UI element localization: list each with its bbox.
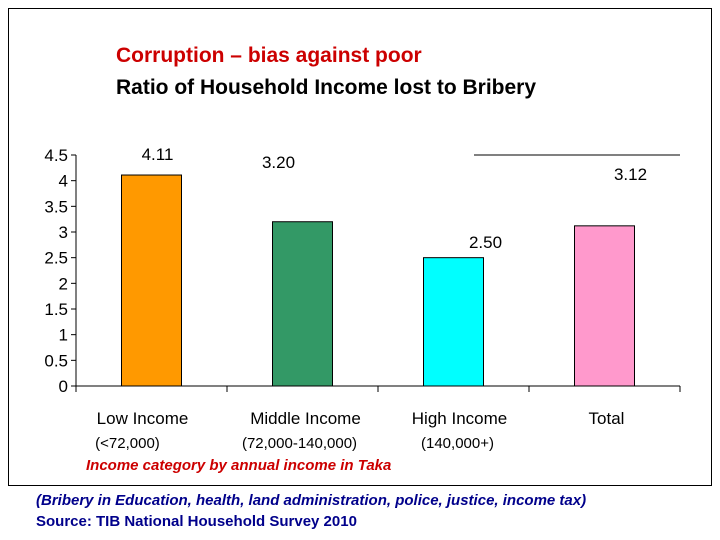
y-tick-label: 2.5 xyxy=(44,249,68,268)
y-tick-label: 0.5 xyxy=(44,351,68,370)
y-tick-label: 4 xyxy=(59,172,68,191)
category-label: Low Income xyxy=(97,409,189,428)
chart-title: Corruption – bias against poor xyxy=(116,44,422,67)
bar xyxy=(272,221,333,387)
category-subtitle: (72,000-140,000) xyxy=(242,435,357,452)
data-label: 3.12 xyxy=(614,165,647,184)
source-note: Source: TIB National Household Survey 20… xyxy=(36,513,357,530)
category-label: Middle Income xyxy=(250,409,361,428)
category-subtitle: (140,000+) xyxy=(421,435,494,452)
y-tick-label: 1.5 xyxy=(44,300,68,319)
y-tick-label: 3.5 xyxy=(44,197,68,216)
footnote: (Bribery in Education, health, land admi… xyxy=(36,492,587,509)
category-label: High Income xyxy=(412,409,507,428)
category-subtitle: (<72,000) xyxy=(95,435,160,452)
y-tick-label: 0 xyxy=(59,377,68,396)
y-tick-label: 4.5 xyxy=(44,146,68,165)
y-tick-label: 3 xyxy=(59,223,68,242)
data-label: 2.50 xyxy=(469,233,502,252)
data-label: 3.20 xyxy=(262,153,295,172)
slide-frame xyxy=(8,8,712,486)
bar xyxy=(423,257,484,387)
bar xyxy=(121,174,182,387)
y-tick-label: 1 xyxy=(59,326,68,345)
chart-subtitle: Ratio of Household Income lost to Briber… xyxy=(116,76,537,99)
bar xyxy=(574,225,635,387)
y-tick-label: 2 xyxy=(59,274,68,293)
category-label: Total xyxy=(589,409,625,428)
x-axis-title: Income category by annual income in Taka xyxy=(86,457,392,474)
data-label: 4.11 xyxy=(142,145,174,164)
